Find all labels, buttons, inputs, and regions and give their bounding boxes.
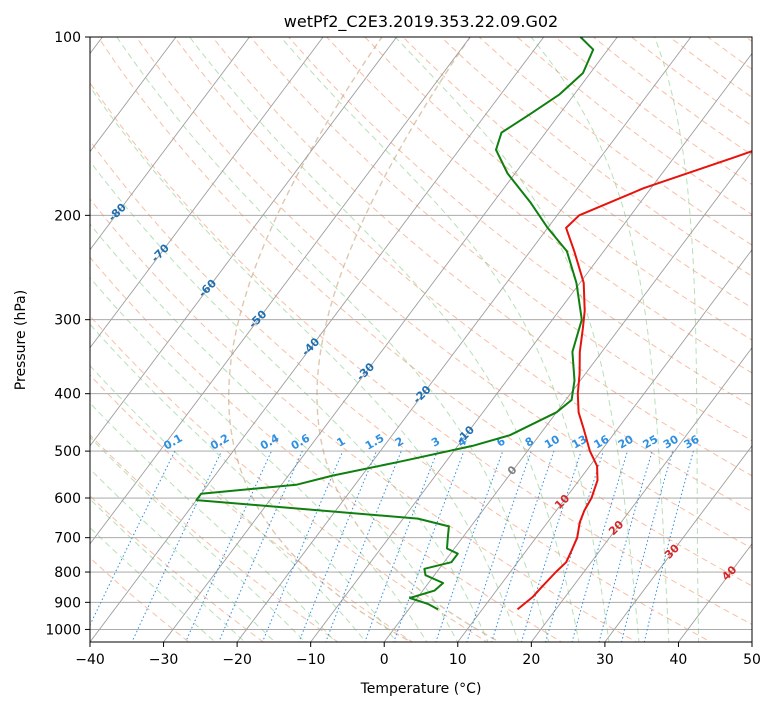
x-tick-label: 30 [596,652,614,668]
dry-adiabat-line [364,37,752,341]
x-tick-label: −40 [75,652,105,668]
dry-adiabat-line [90,140,712,642]
mixing-ratio-line [261,450,344,642]
mixing-ratio-line [435,450,504,642]
y-tick-label: 900 [54,595,81,611]
moist-adiabat-line [654,37,700,642]
moist-adiabat-line [280,37,610,642]
isotherm-line [457,248,752,642]
isotherm-line [530,347,752,642]
dewpoint-profile-line [195,37,595,611]
y-tick-label: 400 [54,387,81,403]
isotherm-line [236,37,692,642]
y-tick-label: 700 [54,531,81,547]
isotherm-line [90,37,471,545]
x-tick-label: 40 [670,652,688,668]
moist-adiabat-line [90,468,276,642]
moist-adiabat-line [90,364,367,642]
mixing-ratio-line [545,450,604,642]
dry-adiabat-line [90,495,265,642]
moist-adiabat-line [90,527,216,642]
moist-adiabat-line [90,498,246,642]
mixing-ratio-line [466,450,532,642]
mixing-ratio-line [571,450,628,642]
dry-adiabat-line [90,434,339,642]
y-tick-label: 600 [54,491,81,507]
mixing-ratio-line [90,450,176,627]
y-tick-label: 1000 [45,622,81,638]
isotherm-line [310,52,752,642]
y-axis-label: Pressure (hPa) [13,290,29,390]
chart-title: wetPf2_C2E3.2019.353.22.09.G02 [284,12,558,32]
isotherm-line [90,37,250,251]
isotherm-line [90,37,324,349]
y-tick-label: 800 [54,565,81,581]
x-axis-label: Temperature (°C) [360,681,482,697]
isotherm-line [383,150,752,642]
x-tick-label: 20 [522,652,540,668]
x-tick-label: 10 [449,652,467,668]
x-tick-label: −30 [149,652,179,668]
dry-adiabat-line [173,37,752,513]
mixing-ratio-line [218,450,303,642]
mixing-ratio-line [643,450,694,642]
isotherm-line [90,37,177,153]
y-tick-label: 200 [54,208,81,224]
temperature-profile-line [516,150,752,611]
y-tick-label: 100 [54,30,81,46]
plot-frame [89,36,753,643]
dry-adiabat-line [90,256,563,642]
y-tick-label: 500 [54,444,81,460]
x-tick-label: 0 [380,652,389,668]
dry-adiabat-line [90,82,752,625]
isotherm-line [163,37,618,642]
dry-adiabat-line [249,37,752,442]
mixing-ratio-line [298,450,377,642]
y-tick-label: 300 [54,313,81,329]
isotherm-line [604,445,752,642]
dry-adiabat-line [402,37,752,309]
moist-adiabat-line [394,37,640,642]
mixing-ratio-line [598,450,653,642]
isotherm-line [90,37,397,447]
mixing-ratio-line [621,450,674,642]
moist-adiabat-line [90,323,397,642]
x-tick-label: 50 [743,652,761,668]
x-tick-label: −10 [296,652,326,668]
dry-adiabat-line [90,198,638,642]
x-tick-label: −20 [222,652,252,668]
moist-adiabat-line [530,37,670,642]
isotherm-line [90,37,545,642]
dry-adiabat-line [211,37,752,477]
